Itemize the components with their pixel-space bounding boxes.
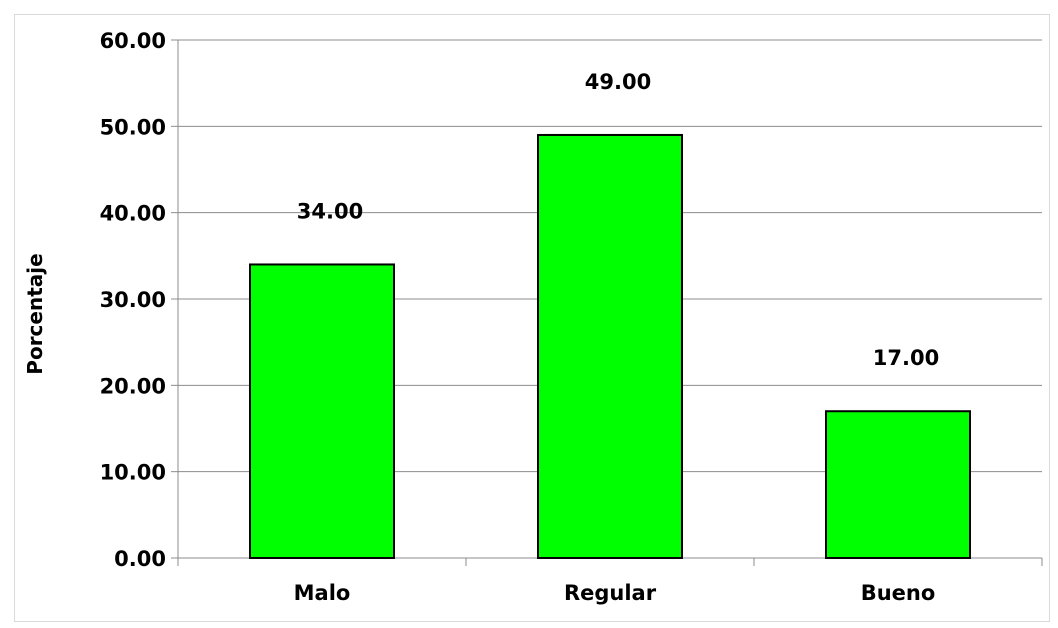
data-label: 34.00	[297, 199, 363, 223]
y-tick-label: 10.00	[100, 461, 166, 485]
bar-bueno	[825, 410, 971, 559]
bar-regular	[537, 133, 683, 559]
y-tick-label: 50.00	[100, 115, 166, 139]
bars	[249, 133, 971, 559]
x-tick-label: Malo	[294, 581, 351, 605]
x-tick-label: Regular	[564, 581, 657, 605]
y-tick-label: 60.00	[100, 29, 166, 53]
y-tick-label: 20.00	[100, 374, 166, 398]
labels: 0.00 10.00 20.00 30.00 40.00 50.00 60.00 Malo 34…	[100, 29, 940, 605]
data-label: 17.00	[873, 346, 939, 370]
y-tick-label: 0.00	[114, 547, 166, 571]
x-tick-label: Bueno	[861, 581, 936, 605]
y-axis-title: Porcentaje	[23, 253, 47, 374]
y-tick-label: 40.00	[100, 202, 166, 226]
y-tick-label: 30.00	[100, 288, 166, 312]
data-label: 49.00	[585, 70, 651, 94]
bar-malo	[249, 263, 395, 559]
